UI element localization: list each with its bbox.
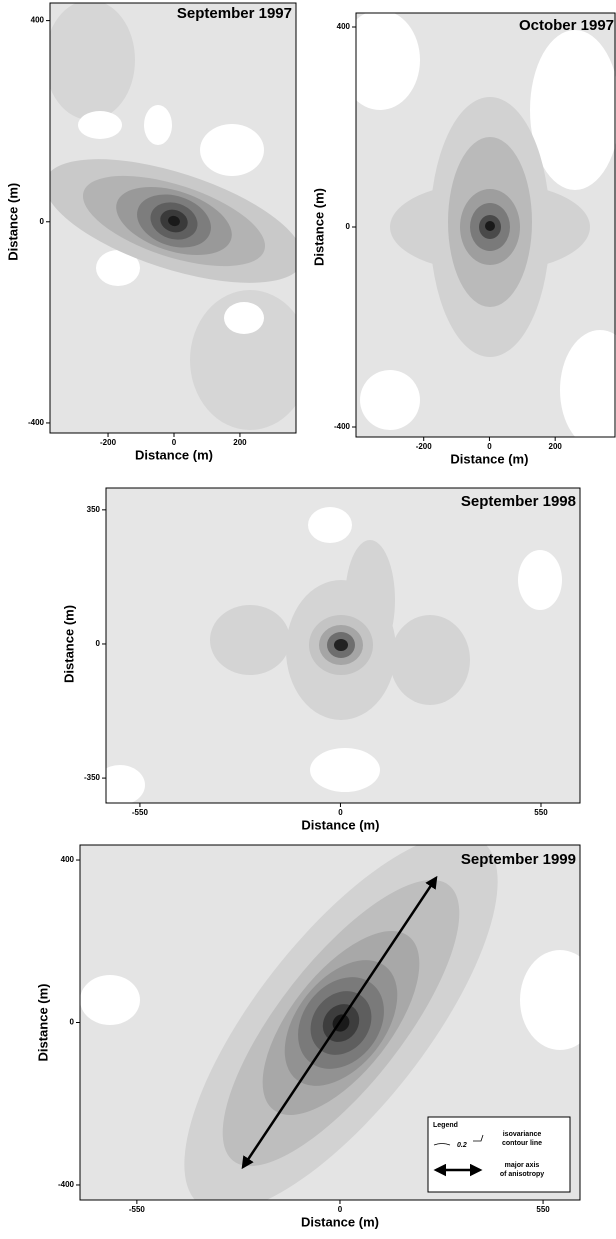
x-tick-label: 0 xyxy=(172,438,177,447)
x-axis-label: Distance (m) xyxy=(301,1214,379,1229)
y-tick-label: -350 xyxy=(84,773,101,782)
x-tick-label: 200 xyxy=(233,438,247,447)
y-axis-label: Distance (m) xyxy=(35,983,50,1061)
x-tick-label: -200 xyxy=(100,438,117,447)
y-tick-label: 0 xyxy=(70,1018,75,1027)
y-tick-label: 0 xyxy=(96,639,101,648)
contour-map xyxy=(356,13,616,437)
plot-frame xyxy=(355,12,616,438)
y-tick-label: 400 xyxy=(337,22,351,31)
chart-title: October 1997 xyxy=(519,17,614,34)
x-tick-label: 550 xyxy=(536,1205,550,1214)
y-tick-label: 350 xyxy=(87,505,101,514)
plot-frame xyxy=(49,2,297,434)
y-axis-label: Distance (m) xyxy=(61,605,76,683)
y-tick-label: -400 xyxy=(58,1180,75,1189)
plot-frame xyxy=(105,487,581,804)
y-tick-label: 0 xyxy=(40,217,45,226)
x-tick-label: -550 xyxy=(132,808,149,817)
contour-map xyxy=(106,488,580,803)
y-axis-label: Distance (m) xyxy=(311,188,326,266)
legend-text: contour line xyxy=(502,1140,542,1147)
chart-title: September 1998 xyxy=(461,493,576,510)
y-tick-label: 400 xyxy=(61,855,75,864)
x-tick-label: -550 xyxy=(129,1205,146,1214)
chart-title: September 1999 xyxy=(461,851,576,868)
legend-title: Legend xyxy=(433,1122,458,1129)
y-tick-label: 400 xyxy=(31,16,45,25)
x-axis-label: Distance (m) xyxy=(301,817,379,832)
y-tick-label: 0 xyxy=(346,222,351,231)
y-tick-label: -400 xyxy=(28,418,45,427)
legend-text: of anisotropy xyxy=(500,1171,544,1178)
x-tick-label: 200 xyxy=(549,442,563,451)
contour-map xyxy=(80,845,580,1200)
y-axis-label: Distance (m) xyxy=(5,183,20,261)
legend-contour-value: 0.2 xyxy=(457,1142,467,1149)
x-tick-label: 0 xyxy=(338,1205,343,1214)
x-tick-label: 550 xyxy=(534,808,548,817)
legend: Legend 0.2 isovariance contour line majo… xyxy=(427,1116,571,1193)
x-axis-label: Distance (m) xyxy=(450,451,528,466)
x-tick-label: 0 xyxy=(338,808,343,817)
chart-title: September 1997 xyxy=(177,5,292,22)
legend-text: isovariance xyxy=(503,1131,542,1138)
x-axis-label: Distance (m) xyxy=(135,447,213,462)
x-tick-label: 0 xyxy=(487,442,492,451)
legend-text: major axis xyxy=(505,1162,540,1169)
y-tick-label: -400 xyxy=(334,422,351,431)
x-tick-label: -200 xyxy=(416,442,433,451)
contour-map xyxy=(50,3,296,433)
